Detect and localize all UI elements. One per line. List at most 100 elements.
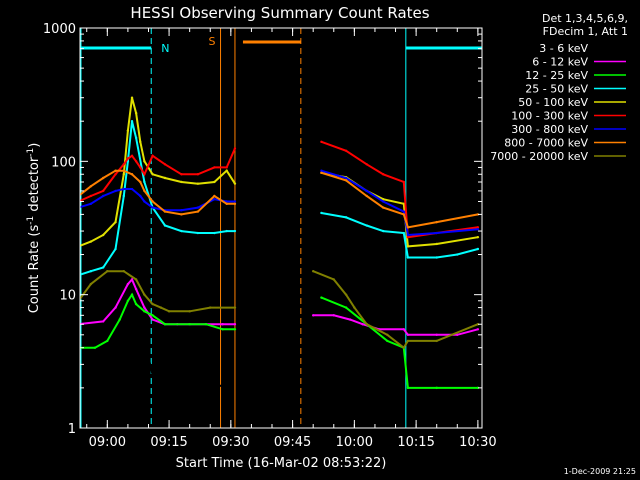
legend-header-line-2: FDecim 1, Att 1 [543,25,628,38]
series-point-5 [126,157,130,160]
series-point-0 [357,399,360,402]
series-point-6 [213,197,216,201]
series-point-1 [134,287,138,291]
series-point-4 [163,176,167,180]
x-tick-label: 10:15 [397,435,434,450]
series-point-3 [163,224,167,227]
series-point-3 [134,136,138,140]
series-point-3 [233,229,237,233]
series-point-7 [163,210,167,213]
saa-flag-label: S [209,35,216,48]
series-point-6 [406,233,410,237]
series-point-8 [134,278,138,281]
series-point-7 [320,171,323,175]
chart-title: HESSI Observing Summary Count Rates [130,4,429,22]
series-point-4 [126,129,130,132]
series-point-8 [406,339,410,343]
series-point-5 [344,149,348,152]
legend-entry-label: 300 - 800 keV [511,123,588,136]
series-point-4 [406,245,410,248]
y-axis-label-mid: detector [27,156,42,216]
series-point-2 [476,386,480,390]
series-point-7 [365,194,368,198]
y-tick-label: 100 [51,155,76,170]
series-point-4 [402,202,405,206]
series-point-1 [435,333,438,337]
x-tick-label: 09:45 [274,435,311,450]
series-point-4 [381,197,385,201]
series-line-2 [321,296,478,389]
series-point-2 [163,323,167,326]
series-line-6 [321,169,478,237]
series-point-6 [196,206,200,209]
series-point-2 [77,347,79,349]
series-point-7 [122,169,125,172]
series-point-3 [225,229,228,233]
x-tick-label: 09:30 [212,435,249,450]
series-point-6 [130,187,134,191]
series-point-2 [93,346,97,349]
series-point-8 [106,269,109,273]
series-point-8 [344,293,348,296]
series-point-7 [435,220,438,224]
legend-entry-label: 50 - 100 keV [518,96,588,109]
series-point-6 [476,227,480,231]
series-point-1 [221,323,224,326]
y-tick-label: 1000 [43,22,76,37]
series-point-5 [77,200,79,202]
series-layer [77,96,480,419]
series-point-2 [221,328,224,331]
series-point-1 [311,314,315,317]
legend-entry-label: 25 - 50 keV [525,83,588,96]
series-point-8 [332,278,335,281]
series-point-7 [143,189,146,193]
series-point-6 [77,206,79,208]
series-point-5 [225,166,228,169]
series-point-6 [320,169,323,172]
series-point-1 [130,278,134,281]
series-point-2 [143,310,146,313]
series-line-2 [80,292,235,349]
legend-entry-label: 3 - 6 keV [539,42,588,55]
y-tick-label: 10 [59,289,76,304]
x-axis-label: Start Time (16-Mar-02 08:53:22) [176,456,387,471]
series-point-3 [381,229,385,233]
series-point-7 [151,200,154,203]
series-point-8 [167,310,171,313]
series-point-5 [213,166,216,169]
series-point-1 [349,318,352,321]
series-point-0 [110,346,113,349]
series-line-0 [320,354,368,418]
series-line-3 [80,120,235,276]
series-point-8 [209,306,212,309]
series-point-5 [476,226,480,229]
series-point-8 [122,269,125,273]
series-point-3 [456,253,459,256]
plot-frame [79,27,483,429]
series-point-4 [77,245,79,247]
y-axis-label-main: Count Rate (s [27,225,42,314]
series-point-7 [476,213,480,216]
series-point-6 [180,209,183,212]
series-line-0 [90,295,232,406]
series-point-3 [402,231,405,235]
series-point-6 [114,189,117,193]
series-point-5 [320,140,323,144]
series-point-6 [151,206,154,209]
series-point-3 [320,211,323,215]
series-point-2 [130,293,134,296]
series-point-0 [365,416,368,419]
series-point-5 [163,163,167,166]
x-tick-label: 10:30 [459,435,496,450]
series-point-7 [114,169,117,172]
series-point-5 [143,173,146,176]
series-point-8 [311,269,315,273]
series-point-6 [122,187,125,191]
series-point-2 [344,306,348,309]
series-point-5 [402,180,405,184]
series-point-8 [435,339,438,343]
series-point-3 [344,216,348,219]
series-line-4 [80,97,236,247]
x-tick-label: 09:15 [150,435,187,450]
series-point-3 [180,229,183,233]
